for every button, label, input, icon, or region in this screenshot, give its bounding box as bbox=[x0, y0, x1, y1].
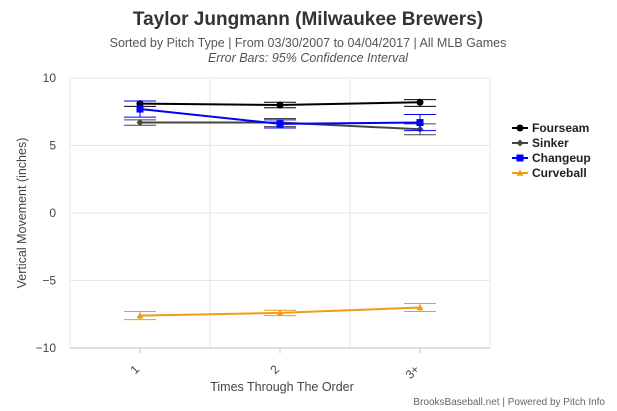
legend-item-fourseam: Fourseam bbox=[512, 121, 589, 135]
data-point bbox=[136, 312, 144, 319]
y-tick-label: 0 bbox=[49, 206, 56, 220]
series-changeup bbox=[124, 100, 436, 132]
legend-marker bbox=[516, 139, 524, 147]
legend-label: Fourseam bbox=[532, 121, 589, 135]
y-tick-label: 5 bbox=[49, 139, 56, 153]
legend-item-changeup: Changeup bbox=[512, 151, 591, 165]
legend-marker bbox=[516, 124, 524, 132]
legend-item-curveball: Curveball bbox=[512, 166, 587, 180]
legend-item-sinker: Sinker bbox=[512, 136, 569, 150]
series-fourseam bbox=[124, 98, 436, 109]
x-tick-label: 3+ bbox=[403, 362, 423, 382]
y-tick-label: 10 bbox=[43, 71, 57, 85]
legend-marker bbox=[516, 154, 524, 162]
data-point bbox=[136, 105, 144, 113]
credit-text: BrooksBaseball.net | Powered by Pitch In… bbox=[413, 397, 605, 408]
data-point bbox=[276, 120, 284, 128]
chart-title: Taylor Jungmann (Milwaukee Brewers) bbox=[133, 9, 483, 30]
x-tick-label: 1 bbox=[127, 362, 142, 377]
data-point bbox=[136, 119, 144, 127]
x-axis-ticks: 1 2 3+ bbox=[127, 348, 422, 382]
data-point bbox=[276, 309, 284, 316]
y-axis-label: Vertical Movement (inches) bbox=[15, 138, 29, 289]
series-curveball bbox=[124, 302, 436, 321]
y-tick-label: −5 bbox=[42, 274, 56, 288]
data-point bbox=[276, 101, 284, 109]
data-point bbox=[416, 119, 424, 127]
y-axis-ticks: 10 5 0 −5 −10 bbox=[36, 71, 57, 355]
data-point bbox=[416, 304, 424, 311]
chart-subtitle: Sorted by Pitch Type | From 03/30/2007 t… bbox=[110, 36, 507, 50]
legend-label: Changeup bbox=[532, 151, 591, 165]
x-tick-label: 2 bbox=[267, 362, 282, 377]
x-axis-label: Times Through The Order bbox=[210, 380, 354, 394]
y-tick-label: −10 bbox=[36, 341, 57, 355]
series-group bbox=[124, 98, 436, 321]
legend-marker bbox=[516, 169, 524, 176]
data-point bbox=[416, 98, 424, 106]
legend-label: Curveball bbox=[532, 166, 587, 180]
chart-note: Error Bars: 95% Confidence Interval bbox=[208, 51, 409, 65]
legend-label: Sinker bbox=[532, 136, 569, 150]
